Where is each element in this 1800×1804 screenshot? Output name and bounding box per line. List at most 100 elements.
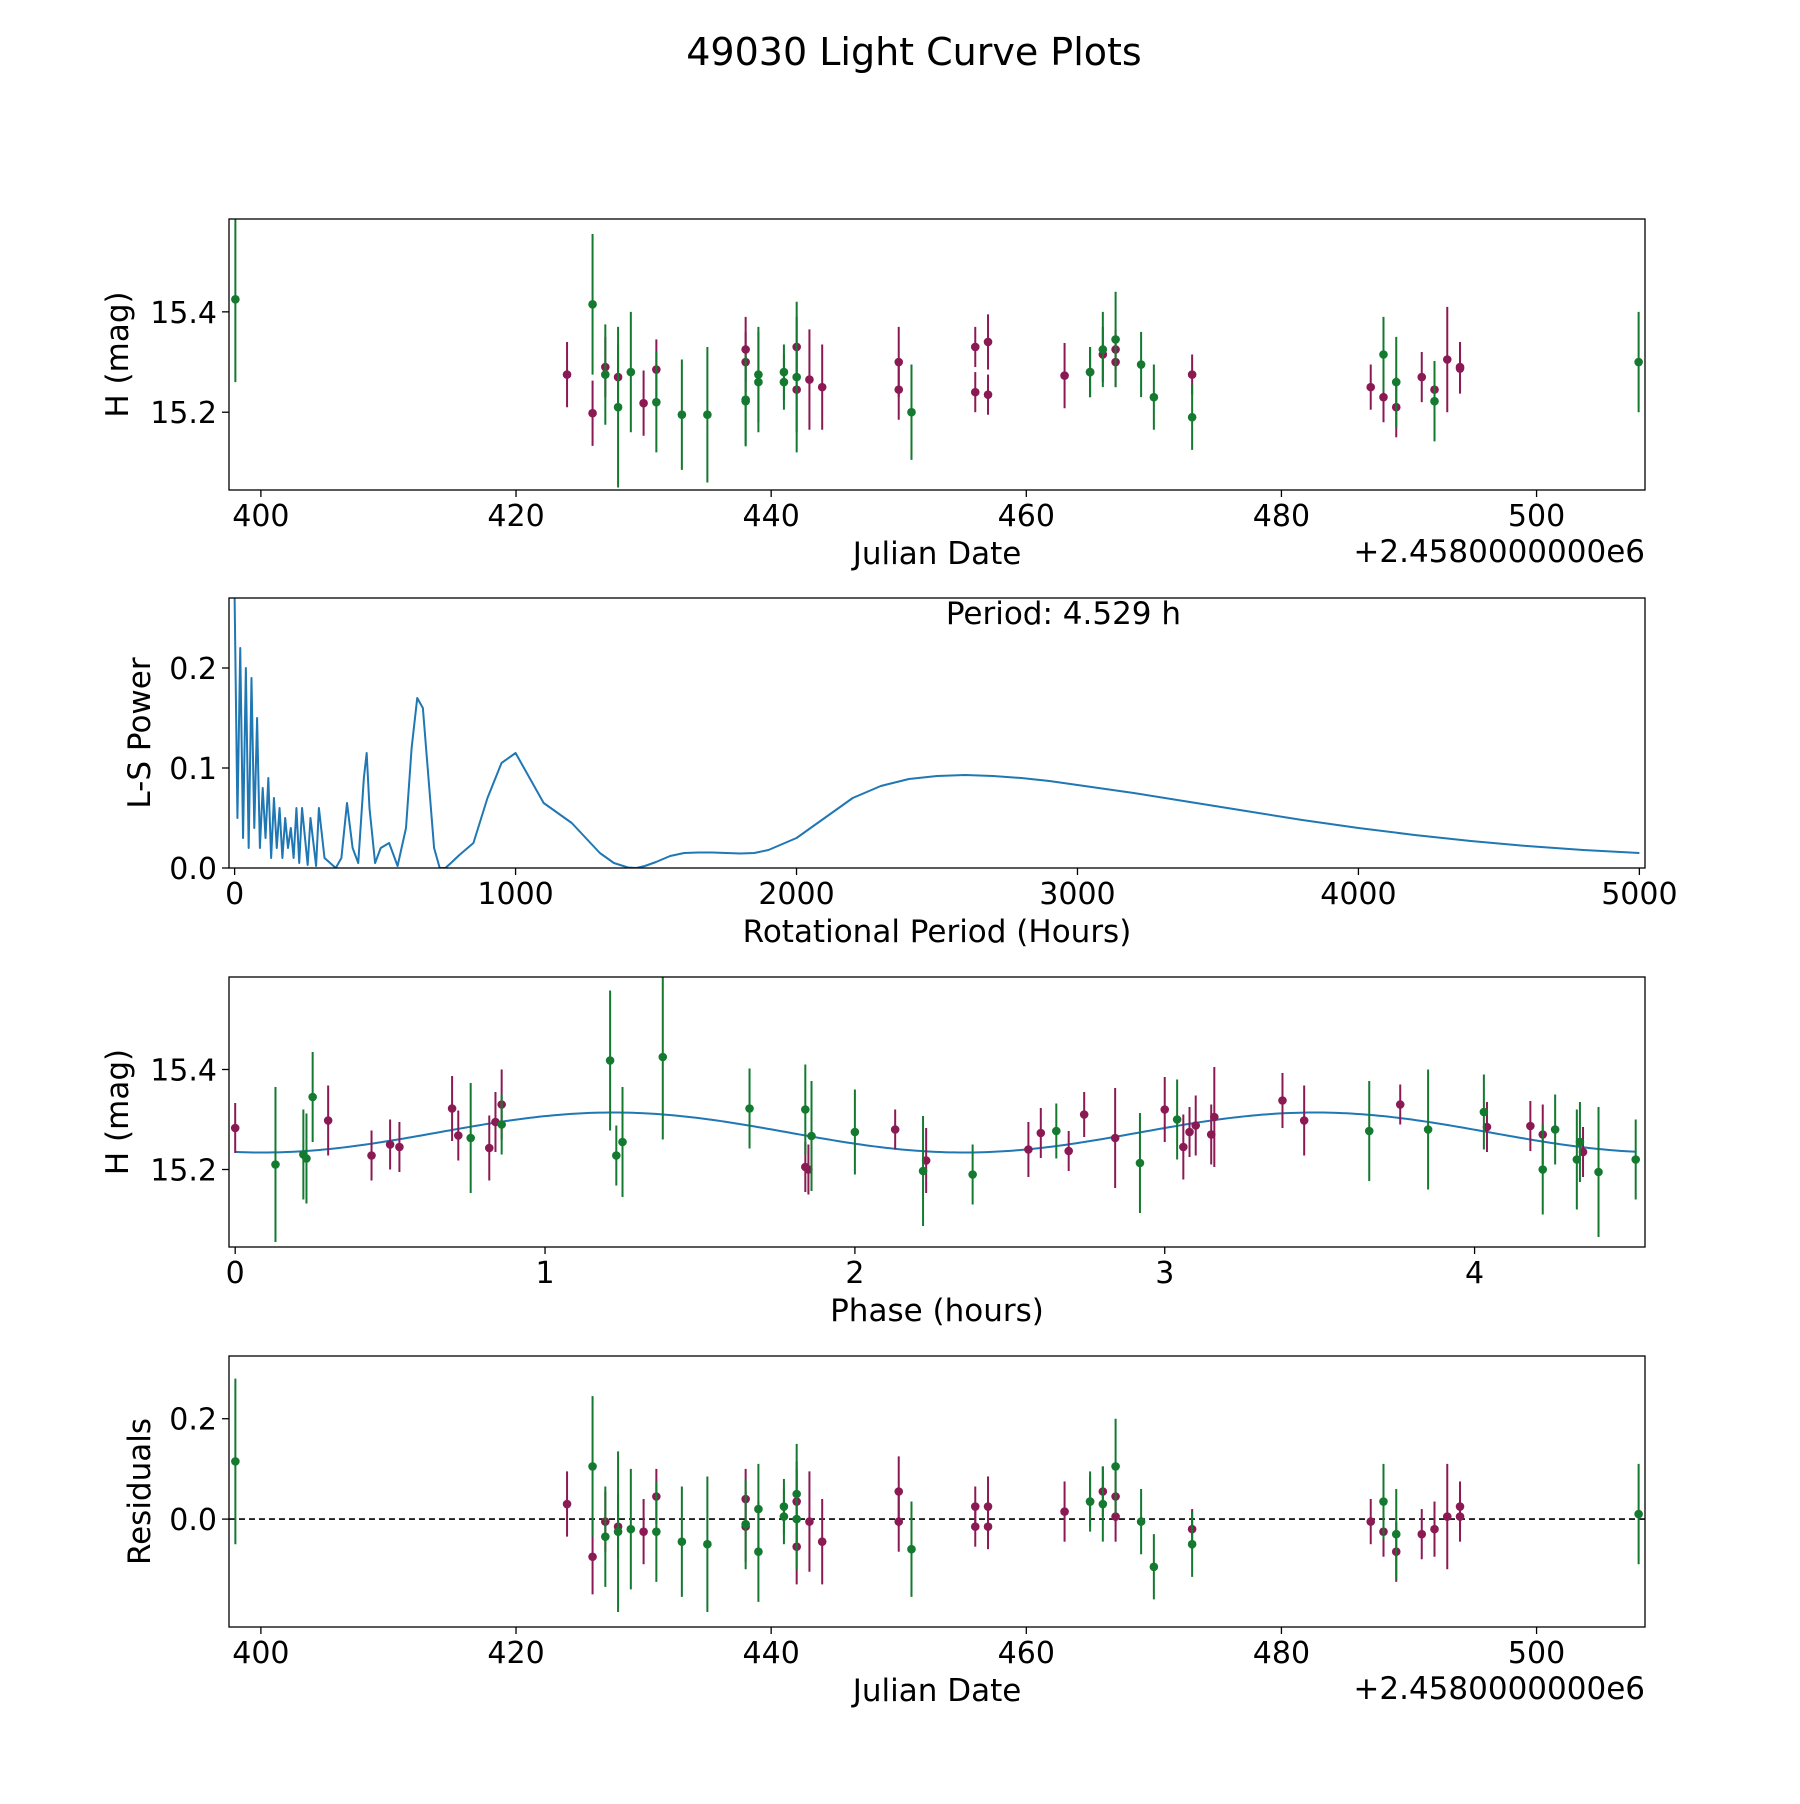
periodogram-panel: 0 1000 2000 3000 4000 5000 0.0 0.1 0.2 Rotational… — [122, 596, 1678, 950]
green-data-point — [626, 367, 636, 377]
residuals-axes-frame — [228, 1355, 1646, 1628]
y-tick-label: 0.2 — [169, 652, 217, 687]
green-data-point — [907, 1544, 916, 1554]
magenta-data-point — [484, 1143, 494, 1153]
green-data-point — [1379, 1497, 1388, 1506]
x-tick-label: 460 — [998, 499, 1055, 534]
magenta-data-point — [894, 1517, 904, 1526]
x-tick-label: 400 — [232, 499, 289, 534]
magenta-data-point — [1060, 1507, 1069, 1516]
magenta-data-point — [1417, 372, 1427, 382]
phased-plot-area — [230, 977, 1641, 1242]
magenta-data-point — [447, 1104, 457, 1113]
green-data-point — [302, 1154, 311, 1163]
magenta-data-point — [1064, 1146, 1073, 1156]
green-data-point — [1631, 1155, 1641, 1164]
green-data-point — [741, 396, 750, 406]
magenta-data-point — [1191, 1121, 1201, 1130]
green-data-point — [754, 377, 763, 387]
green-data-point — [801, 1105, 810, 1114]
green-data-point — [1391, 377, 1401, 387]
magenta-data-point — [1366, 1517, 1376, 1526]
x-tick-label: 420 — [487, 499, 544, 534]
green-data-point — [1098, 345, 1108, 354]
magenta-data-point — [1187, 370, 1197, 379]
x-tick-label: 1000 — [477, 877, 553, 912]
green-data-point — [1364, 1126, 1374, 1136]
magenta-data-point — [1060, 371, 1069, 380]
green-data-point — [1111, 335, 1120, 344]
green-data-point — [658, 1052, 668, 1062]
green-data-point — [703, 1539, 712, 1549]
magenta-data-point — [1111, 1512, 1120, 1521]
green-data-point — [231, 1457, 240, 1466]
y-tick-label: 15.2 — [150, 1154, 217, 1189]
magenta-data-point — [230, 1123, 240, 1133]
green-data-point — [1051, 1126, 1061, 1136]
green-data-point — [968, 1170, 977, 1179]
green-data-point — [677, 1537, 687, 1546]
magenta-data-point — [1160, 1105, 1170, 1114]
period-annotation: Period: 4.529 h — [946, 596, 1181, 632]
green-data-point — [779, 1512, 789, 1521]
lightcurve-plot-area — [231, 219, 1643, 488]
green-data-point — [792, 1514, 801, 1524]
green-data-point — [618, 1137, 627, 1147]
green-data-point — [779, 377, 789, 387]
green-data-point — [745, 1104, 754, 1113]
magenta-data-point — [1442, 355, 1452, 364]
magenta-data-point — [894, 385, 904, 394]
x-axis-label: Julian Date — [851, 1673, 1022, 1709]
green-data-point — [601, 370, 610, 379]
x-tick-label: 460 — [998, 1636, 1055, 1671]
magenta-data-point — [1366, 382, 1376, 392]
green-data-point — [1136, 360, 1146, 369]
x-tick-label: 3000 — [1039, 877, 1115, 912]
phased-panel: 0 1 2 3 4 15.2 15.4 Phase (hours) H (mag) — [100, 976, 1646, 1329]
x-offset-label: +2.4580000000e6 — [1353, 534, 1645, 570]
x-tick-label: 3 — [1155, 1256, 1174, 1291]
green-data-point — [1085, 367, 1095, 377]
magenta-data-point — [1210, 1112, 1219, 1122]
green-data-point — [1575, 1137, 1585, 1147]
green-data-point — [1594, 1167, 1603, 1177]
x-tick-label: 500 — [1508, 499, 1565, 534]
y-tick-label: 0.0 — [169, 852, 217, 887]
green-data-point — [466, 1133, 475, 1143]
green-data-point — [918, 1166, 928, 1176]
magenta-data-point — [1395, 1100, 1405, 1109]
green-data-point — [271, 1160, 280, 1169]
y-axis-label: Residuals — [122, 1418, 158, 1565]
y-tick-label: 0.1 — [169, 752, 217, 787]
green-data-point — [231, 294, 240, 304]
magenta-data-point — [970, 1522, 980, 1531]
magenta-data-point — [588, 408, 597, 418]
x-tick-label: 0 — [225, 877, 244, 912]
x-tick-label: 480 — [1253, 499, 1310, 534]
magenta-data-point — [983, 337, 993, 347]
magenta-data-point — [562, 1499, 572, 1509]
y-axis-label: H (mag) — [100, 291, 136, 417]
green-data-point — [1187, 412, 1197, 422]
y-axis-label: H (mag) — [100, 1049, 136, 1175]
green-data-point — [741, 1519, 750, 1529]
magenta-data-point — [639, 398, 648, 408]
magenta-data-point — [395, 1142, 404, 1152]
x-tick-label: 480 — [1253, 1636, 1310, 1671]
periodogram-axes-frame — [228, 597, 1646, 869]
green-data-point — [612, 1151, 621, 1160]
green-data-point — [1479, 1107, 1489, 1117]
green-data-point — [588, 1462, 597, 1471]
magenta-data-point — [323, 1116, 333, 1125]
magenta-data-point — [1299, 1116, 1309, 1125]
green-data-point — [1136, 1517, 1146, 1526]
magenta-data-point — [1185, 1127, 1194, 1137]
x-axis-label: Phase (hours) — [830, 1293, 1044, 1329]
magenta-data-point — [1526, 1121, 1535, 1131]
x-tick-label: 1 — [535, 1256, 554, 1291]
green-data-point — [850, 1127, 860, 1137]
green-data-point — [1098, 1499, 1108, 1509]
magenta-data-point — [639, 1527, 648, 1536]
magenta-data-point — [817, 382, 827, 392]
green-data-point — [601, 1532, 610, 1541]
